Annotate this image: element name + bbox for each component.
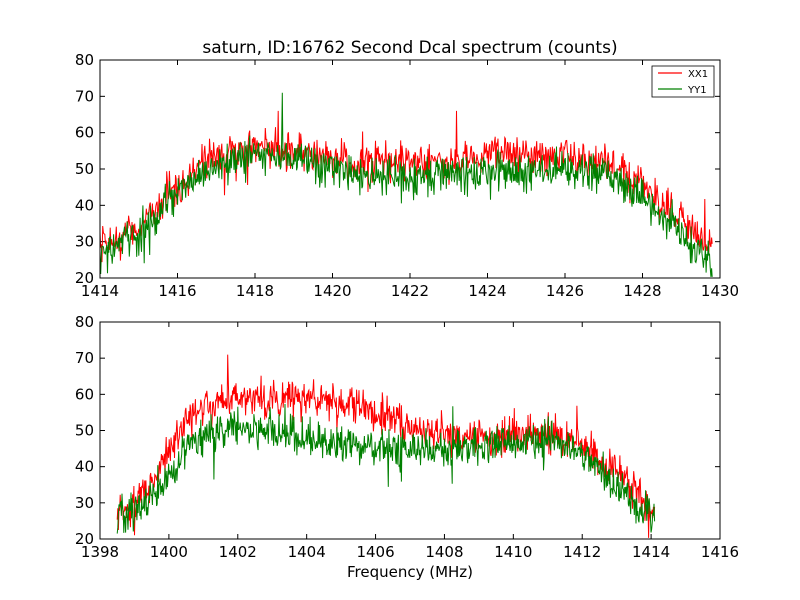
- series-group-bottom: [116, 354, 656, 538]
- spectrum-panel-bottom: 1398 1400 1402 1404 1406 1408 1410 1412 1414 1416…: [75, 313, 739, 581]
- y-tick-label-top: 40: [75, 196, 94, 214]
- y-tick-label-bottom: 20: [75, 530, 94, 548]
- x-tick-label-bottom: 1402: [219, 543, 257, 561]
- x-tick-label-bottom: 1400: [150, 543, 188, 561]
- x-axis-label-bottom: Frequency (MHz): [347, 563, 473, 581]
- x-tick-label-top: 1418: [236, 282, 274, 300]
- x-tick-label-top: 1414: [81, 282, 119, 300]
- x-tick-label-top: 1420: [313, 282, 351, 300]
- series-group-top: [99, 92, 713, 277]
- y-tick-label-top: 20: [75, 269, 94, 287]
- x-tick-label-bottom: 1412: [563, 543, 601, 561]
- x-tick-label-bottom: 1408: [425, 543, 463, 561]
- x-tick-label-top: 1424: [468, 282, 506, 300]
- x-tick-label-bottom: 1410: [494, 543, 532, 561]
- x-tick-label-bottom: 1416: [701, 543, 739, 561]
- axes-frame-bottom: [99, 321, 721, 540]
- x-tick-label-bottom: 1398: [81, 543, 119, 561]
- y-tick-label-top: 30: [75, 233, 94, 251]
- y-tick-label-top: 60: [75, 124, 94, 142]
- x-tick-label-top: 1430: [701, 282, 739, 300]
- x-tick-label-top: 1416: [158, 282, 196, 300]
- legend-box: [651, 65, 715, 98]
- y-tick-label-bottom: 80: [75, 313, 94, 331]
- y-tick-label-bottom: 50: [75, 422, 94, 440]
- y-tick-label-bottom: 30: [75, 494, 94, 512]
- x-tick-label-bottom: 1406: [356, 543, 394, 561]
- y-tick-label-top: 50: [75, 160, 94, 178]
- legend-label-yy1: YY1: [687, 85, 707, 96]
- legend: XX1 YY1: [651, 65, 715, 98]
- x-tick-label-bottom: 1404: [288, 543, 326, 561]
- series-line-yy1-bottom: [116, 403, 656, 534]
- y-tick-label-top: 80: [75, 51, 94, 69]
- axes-frame-top: [99, 59, 721, 279]
- figure-title: saturn, ID:16762 Second Dcal spectrum (c…: [202, 38, 617, 58]
- legend-label-xx1: XX1: [688, 69, 708, 80]
- axis-ticks-top: 1414 1416 1418 1420 1422 1424 1426 1428 1430 20 30…: [75, 51, 739, 300]
- series-line-yy1-top: [99, 92, 713, 277]
- x-tick-label-top: 1428: [623, 282, 661, 300]
- y-tick-label-bottom: 60: [75, 385, 94, 403]
- x-tick-label-top: 1426: [546, 282, 584, 300]
- y-tick-label-bottom: 70: [75, 349, 94, 367]
- y-tick-label-top: 70: [75, 87, 94, 105]
- series-line-xx1-top: [99, 110, 713, 263]
- spectrum-panel-top: 1414 1416 1418 1420 1422 1424 1426 1428 1430 20 30…: [75, 51, 739, 300]
- x-tick-label-top: 1422: [391, 282, 429, 300]
- x-tick-label-bottom: 1414: [632, 543, 670, 561]
- y-tick-label-bottom: 40: [75, 458, 94, 476]
